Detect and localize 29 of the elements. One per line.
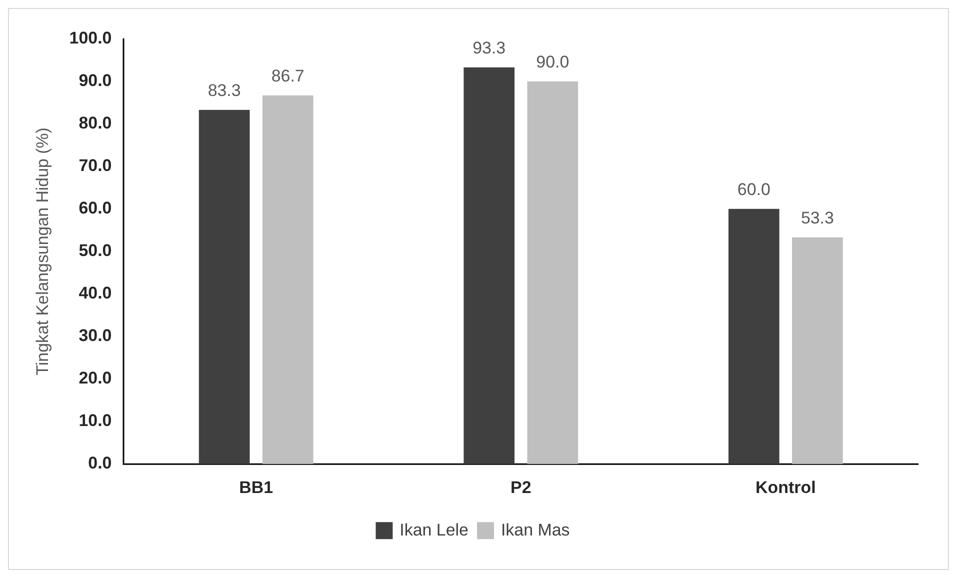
y-tick-label: 80.0 [78,114,112,133]
data-label: 93.3 [472,38,506,58]
bar [728,208,780,464]
y-tick-label: 10.0 [78,411,112,430]
y-tick-label: 90.0 [78,71,112,90]
data-label: 60.0 [737,180,770,200]
y-tick-label: 100.0 [69,28,112,48]
y-tick-label: 30.0 [78,326,112,346]
y-axis-title: Tingkat Kelangsungan Hidup (%) [32,128,52,376]
bar [792,237,843,464]
y-tick-label: 50.0 [78,241,112,260]
data-label: 83.3 [208,81,241,100]
data-label: 90.0 [536,52,570,72]
bar [198,110,250,464]
legend-label: Ikan Mas [500,520,570,540]
y-tick-label: 40.0 [78,284,112,303]
data-label: 53.3 [800,208,834,228]
y-tick-label: 60.0 [78,198,112,218]
x-tick-label: Kontrol [756,478,816,497]
bar [464,67,515,464]
bar [262,95,314,464]
bar [527,81,578,464]
x-tick-label: BB1 [239,478,274,497]
y-tick-label: 20.0 [78,368,112,388]
y-tick-label: 0.0 [88,454,112,473]
legend-label: Ikan Lele [400,520,468,540]
data-label: 86.7 [271,66,304,86]
y-tick-label: 70.0 [78,156,112,176]
x-tick-label: P2 [510,478,532,497]
